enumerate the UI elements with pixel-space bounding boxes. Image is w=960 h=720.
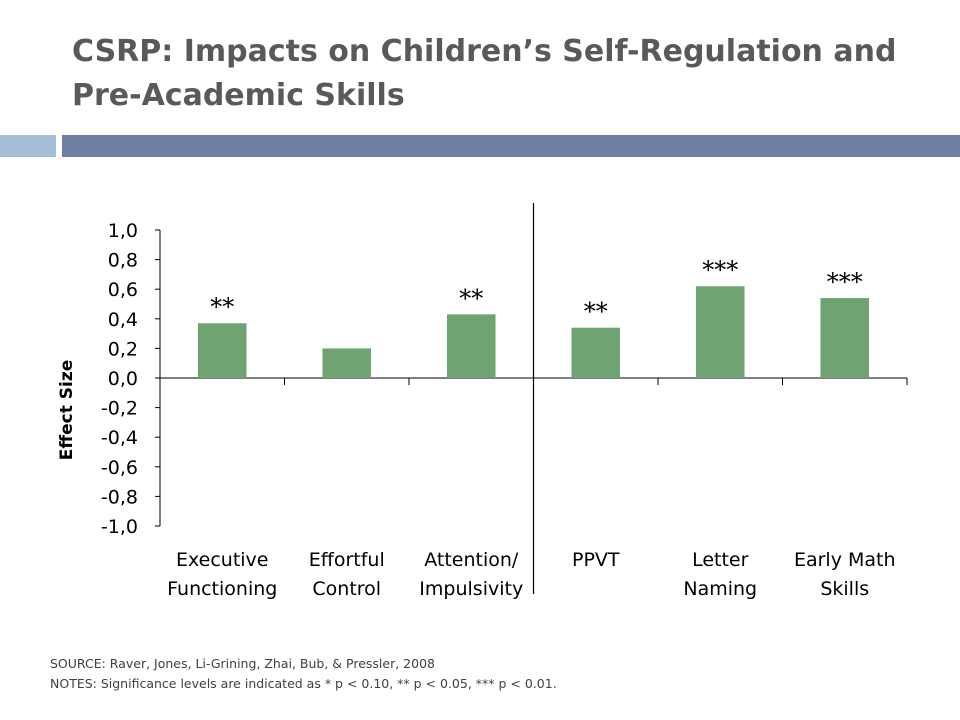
- significance-label: ***: [702, 256, 738, 284]
- bar-5: [820, 298, 870, 378]
- y-tick-label: 0,4: [108, 309, 138, 331]
- y-tick-label: 1,0: [108, 220, 138, 242]
- significance-label: ***: [827, 268, 863, 296]
- bar-0: [197, 323, 247, 378]
- category-label: Impulsivity: [419, 578, 523, 600]
- footnotes: SOURCE: Raver, Jones, Li-Grining, Zhai, …: [50, 654, 557, 694]
- y-tick-label: -0,4: [101, 427, 138, 449]
- accent-bar-dark: [62, 135, 960, 157]
- effect-size-bar-chart: 1,0 0,8 0,6 0,4 0,2 0,0 -0,2 -0,4 -0,6 -0,8 -1,0 Ef…: [57, 203, 908, 600]
- slide-title: CSRP: Impacts on Children’s Self-Regulat…: [72, 34, 897, 113]
- bar-3: [571, 327, 621, 378]
- significance-label: **: [210, 293, 234, 321]
- category-label: Attention/: [424, 549, 519, 571]
- y-tick-label: -1,0: [101, 516, 138, 538]
- source-note: SOURCE: Raver, Jones, Li-Grining, Zhai, …: [50, 656, 435, 671]
- bar-2: [446, 314, 496, 378]
- y-axis-title: Effect Size: [57, 360, 77, 461]
- category-label: Letter: [692, 549, 749, 571]
- category-label: Effortful: [309, 549, 385, 571]
- accent-bar-light: [0, 135, 56, 157]
- y-tick-label: -0,2: [101, 398, 138, 420]
- y-tick-label: -0,6: [101, 457, 138, 479]
- y-tick-label: 0,0: [108, 368, 138, 390]
- y-tick-label: 0,2: [108, 338, 138, 360]
- category-label: PPVT: [572, 549, 620, 571]
- category-label: Early Math: [794, 549, 896, 571]
- category-label: Naming: [683, 578, 757, 600]
- significance-label: **: [584, 298, 608, 326]
- category-label: Control: [312, 578, 381, 600]
- category-label: Functioning: [167, 578, 277, 600]
- y-tick-label: 0,6: [108, 279, 138, 301]
- category-label: Executive: [176, 549, 269, 571]
- bar-1: [322, 348, 372, 378]
- significance-label: **: [459, 284, 483, 312]
- significance-note: NOTES: Significance levels are indicated…: [50, 676, 557, 691]
- category-label: Skills: [820, 578, 869, 600]
- y-tick-label: -0,8: [101, 486, 138, 508]
- bar-4: [695, 286, 745, 378]
- y-tick-label: 0,8: [108, 250, 138, 272]
